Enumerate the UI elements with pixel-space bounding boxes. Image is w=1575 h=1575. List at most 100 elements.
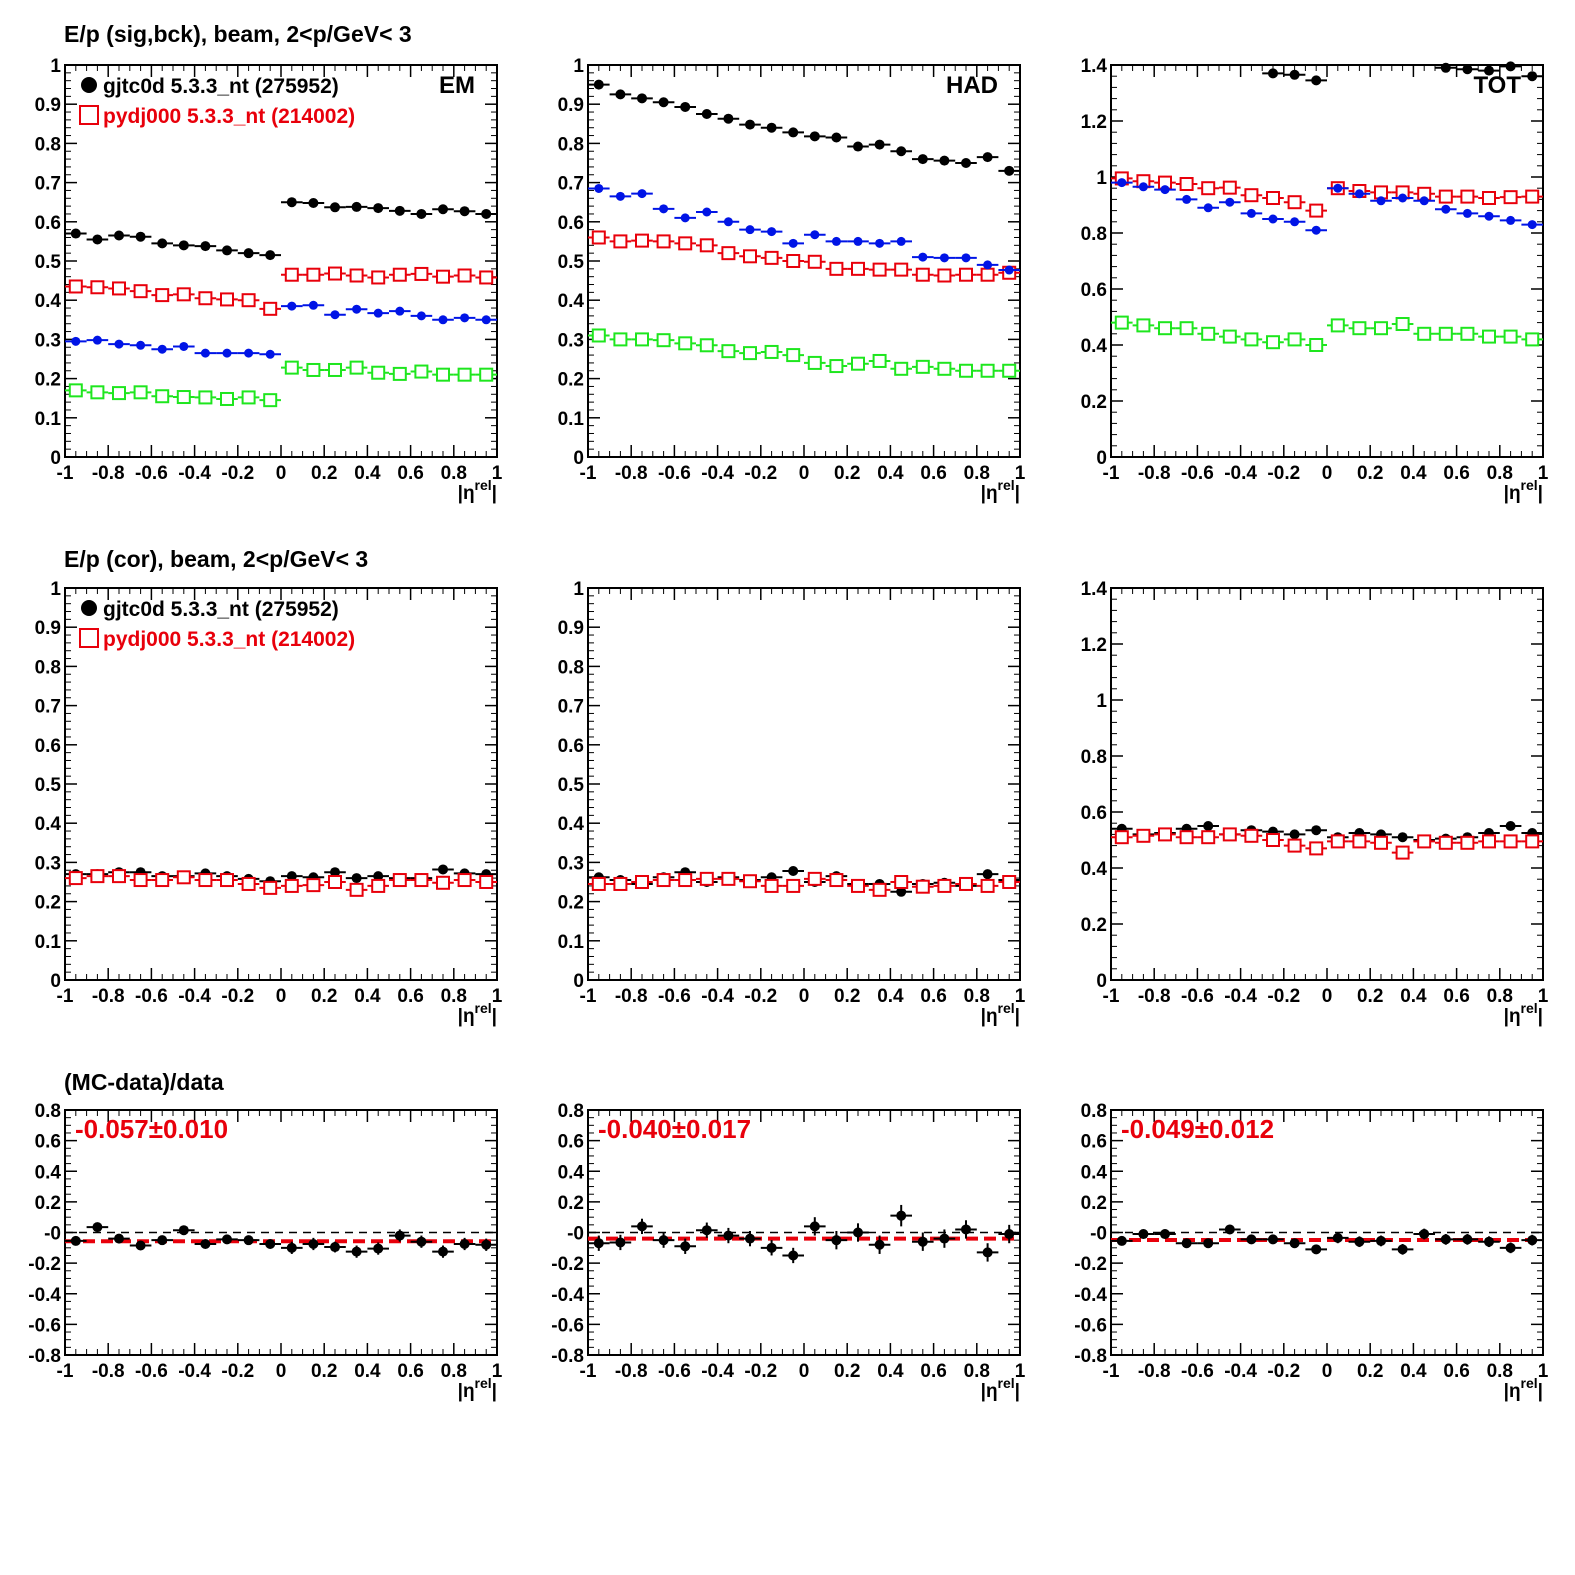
data-point: [157, 238, 168, 249]
y-tick-label: 0: [1096, 971, 1107, 992]
data-point: [1203, 821, 1214, 831]
y-tick-label: 0.2: [1081, 915, 1107, 936]
data-point: [330, 202, 340, 213]
panel-em-row3: -1 -0.8 -0.6 -0.4 -0.2 0 0.2 0.4 0.6 0.8 1|ηrel|-0…: [28, 1101, 502, 1402]
mc-marker: [155, 288, 170, 303]
signal-point: [416, 311, 426, 321]
row-title-cor: E/p (cor), beam, 2<p/GeV< 3: [64, 546, 368, 572]
x-tick-label: 0.6: [1443, 463, 1469, 484]
background-marker: [349, 360, 364, 375]
ratio-point: [1246, 1234, 1257, 1245]
background-marker: [176, 390, 191, 405]
ratio-point: [766, 1242, 777, 1253]
data-point: [961, 158, 971, 168]
mc-marker: [721, 871, 736, 886]
data-point: [243, 248, 254, 259]
mc-marker: [371, 270, 386, 285]
background-marker: [656, 333, 671, 348]
signal-point: [1354, 189, 1364, 199]
ratio-point: [114, 1233, 124, 1244]
data-point: [831, 132, 842, 143]
signal-point: [200, 348, 210, 358]
ratio-point: [1419, 1229, 1430, 1240]
background-marker: [1266, 335, 1280, 350]
mc-marker: [1287, 195, 1302, 210]
y-tick-label: 1: [50, 579, 61, 600]
mc-marker: [915, 267, 930, 282]
y-tick-label: -0.4: [551, 1285, 584, 1306]
ratio-point: [1138, 1229, 1149, 1240]
y-tick-label: 0.8: [1081, 1101, 1107, 1122]
y-tick-label: 0.4: [1081, 336, 1108, 357]
x-tick-label: 0.4: [877, 1361, 904, 1382]
signal-point: [1441, 204, 1451, 214]
fit-annotation: -0.049±0.012: [1121, 1114, 1274, 1144]
row-title-sig-bck: E/p (sig,bck), beam, 2<p/GeV< 3: [64, 21, 412, 47]
y-tick-label: -0.6: [1074, 1315, 1107, 1336]
legend-data-label: gjtc0d 5.3.3_nt (275952): [103, 598, 339, 621]
signal-point: [1376, 196, 1386, 206]
x-tick-label: 0.4: [354, 986, 381, 1007]
ratio-point: [1440, 1234, 1451, 1245]
signal-point: [244, 348, 254, 358]
signal-point: [395, 306, 405, 316]
background-marker: [220, 391, 234, 406]
mc-marker: [656, 234, 671, 249]
mc-marker: [1460, 835, 1475, 850]
plot-frame: [1110, 587, 1544, 981]
signal-point: [157, 344, 167, 354]
y-tick-label: 0.6: [1081, 1132, 1107, 1153]
panel-em-row2: -1 -0.8 -0.6 -0.4 -0.2 0 0.2 0.4 0.6 0.8 1|ηrel|00…: [35, 579, 503, 1027]
ratio-point: [917, 1236, 928, 1247]
background-marker: [457, 367, 472, 382]
mc-marker: [1330, 834, 1345, 849]
x-tick-label: 0: [799, 1361, 810, 1382]
signal-point: [1419, 196, 1429, 206]
data-point: [135, 231, 146, 242]
y-tick-label: 0.2: [35, 370, 61, 391]
data-point: [896, 886, 907, 897]
panel-had-row2: -1 -0.8 -0.6 -0.4 -0.2 0 0.2 0.4 0.6 0.8 1|ηrel|00…: [558, 579, 1026, 1027]
signal-point: [1268, 214, 1278, 224]
mc-marker: [1244, 188, 1259, 203]
mc-marker: [937, 268, 952, 283]
mc-marker: [1503, 834, 1518, 849]
y-tick-label: 0.7: [558, 697, 584, 718]
mc-marker: [176, 870, 191, 885]
signal-point: [1484, 211, 1494, 221]
mc-marker: [851, 261, 865, 276]
signal-point: [810, 230, 820, 240]
signal-point: [460, 313, 470, 323]
mc-marker: [155, 873, 170, 888]
signal-point: [330, 310, 340, 320]
x-axis-label: |ηrel|: [981, 1000, 1020, 1027]
background-marker: [241, 390, 256, 405]
mc-marker: [479, 270, 494, 285]
mc-marker: [220, 873, 234, 888]
plot-frame: [587, 587, 1021, 981]
y-tick-label: 0: [50, 448, 61, 469]
mc-marker: [371, 878, 386, 893]
data-point: [351, 873, 362, 884]
x-tick-label: 0.4: [1400, 1361, 1427, 1382]
x-tick-label: 0: [1322, 463, 1333, 484]
x-tick-label: 1: [492, 463, 503, 484]
background-marker: [1114, 315, 1129, 330]
signal-point: [918, 252, 928, 262]
x-tick-label: -1: [580, 986, 597, 1007]
data-point: [330, 867, 340, 878]
signal-point: [1225, 197, 1235, 207]
y-tick-label: 0.9: [558, 618, 584, 639]
x-tick-label: 0.2: [1357, 1361, 1383, 1382]
mc-marker: [263, 301, 278, 316]
data-point: [308, 197, 319, 208]
mc-marker: [349, 882, 364, 897]
mc-marker: [786, 254, 801, 268]
ratio-point: [1311, 1244, 1322, 1255]
data-point: [92, 234, 103, 245]
y-tick-label: -0.2: [1074, 1254, 1107, 1275]
mc-marker: [829, 873, 844, 888]
x-tick-label: 0.8: [1487, 463, 1513, 484]
data-point: [394, 205, 405, 216]
mc-marker: [894, 875, 909, 889]
